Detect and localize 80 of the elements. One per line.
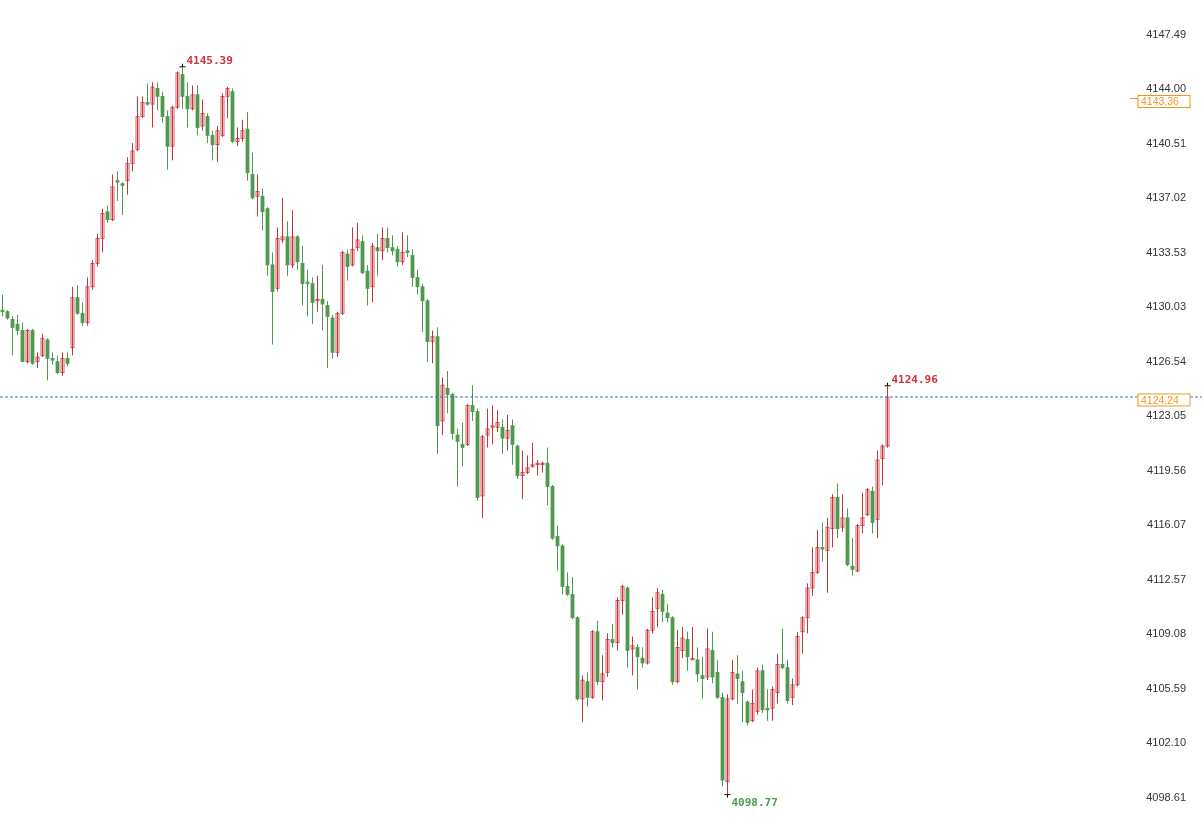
candlestick [110, 173, 115, 222]
candlestick [455, 428, 460, 488]
candlestick [70, 286, 75, 356]
candlestick [695, 646, 700, 683]
candlestick [440, 376, 445, 436]
candlestick [55, 354, 60, 375]
candlestick [590, 629, 595, 700]
candlestick [200, 98, 205, 132]
y-tick-label: 4098.61 [1146, 790, 1186, 803]
candlestick [145, 83, 150, 107]
candlestick [465, 403, 470, 447]
y-tick-label: 4144.00 [1146, 82, 1186, 95]
annotation: 4124.96 [891, 372, 939, 386]
ref-line-label: 4143.36 [1141, 95, 1180, 108]
candlestick [190, 84, 195, 111]
candlestick [290, 209, 295, 269]
candlestick [460, 422, 465, 467]
candlestick [850, 537, 855, 577]
candlestick [630, 635, 635, 676]
y-tick-label: 4126.54 [1146, 354, 1186, 367]
candlestick [430, 329, 435, 364]
candlestick [585, 671, 590, 708]
y-tick-label: 4119.56 [1147, 463, 1186, 476]
candlestick [690, 626, 695, 661]
candlestick [605, 632, 610, 678]
candlestick [25, 328, 30, 364]
y-tick-label: 4112.57 [1147, 573, 1186, 586]
candlestick [250, 152, 255, 200]
candlestick [840, 493, 845, 533]
annotation: 4145.39 [186, 53, 233, 67]
y-tick-label: 4130.03 [1146, 300, 1186, 313]
y-tick-label: 4123.05 [1146, 409, 1186, 422]
y-tick-label: 4116.07 [1147, 518, 1186, 531]
candlestick [40, 333, 45, 358]
candlestick [700, 656, 705, 700]
candlestick [685, 631, 690, 672]
candlestick [115, 170, 120, 202]
candlestick [610, 623, 615, 648]
y-tick-label: 4109.08 [1146, 627, 1186, 640]
candlestick [820, 521, 825, 563]
candlestick [375, 233, 380, 277]
y-tick-label: 4137.02 [1146, 191, 1186, 204]
candlestick [640, 646, 645, 669]
y-tick-label: 4147.49 [1146, 27, 1186, 40]
y-tick-label: 4133.53 [1146, 245, 1186, 258]
candlestick [510, 418, 515, 466]
candlestick [740, 670, 745, 723]
y-tick-label: 4105.59 [1146, 681, 1186, 694]
y-tick-label: 4140.51 [1146, 136, 1186, 149]
candlestick [345, 248, 350, 282]
candlestick [150, 81, 155, 129]
candlestick [505, 414, 510, 452]
candlestick [600, 654, 605, 701]
candlestick [120, 181, 125, 216]
candlestick [400, 231, 405, 266]
candlestick [325, 300, 330, 369]
candlestick [380, 226, 385, 261]
annotation: 4098.77 [731, 795, 778, 809]
candlestick [735, 654, 740, 705]
candlestick [355, 222, 360, 252]
candlestick [60, 351, 65, 377]
y-tick-label: 4102.10 [1146, 736, 1186, 749]
candlestick [255, 173, 260, 218]
candlestick [500, 418, 505, 455]
ref-line-label: 4124.24 [1141, 393, 1180, 406]
candlestick [705, 628, 710, 681]
candlestick [320, 264, 325, 331]
candlestick [745, 699, 750, 726]
candlestick [405, 234, 410, 258]
candlestick [875, 450, 880, 539]
candlestick [580, 674, 585, 723]
candlestick [635, 643, 640, 691]
candlestick [480, 434, 485, 519]
candlestick [660, 589, 665, 623]
candlestick [655, 587, 660, 628]
candlestick [370, 242, 375, 303]
candlestick [315, 275, 320, 313]
candlestick [485, 408, 490, 449]
candlestick [350, 226, 355, 267]
candlestick [865, 487, 870, 517]
